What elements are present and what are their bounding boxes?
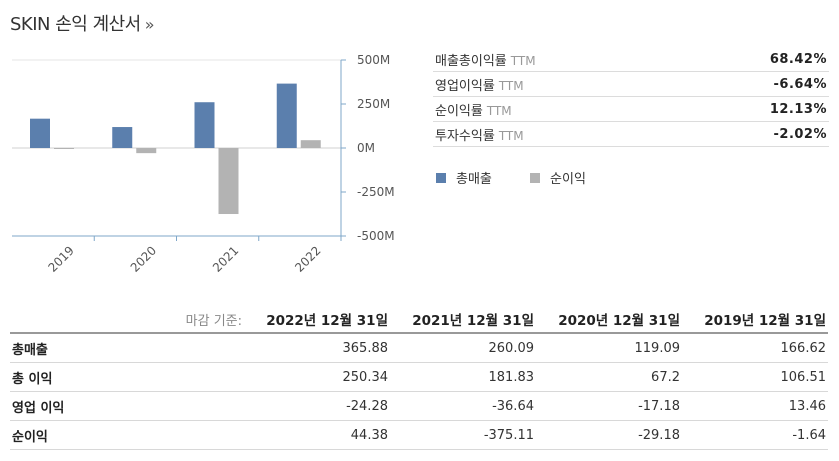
bar-revenue-2021 (194, 102, 215, 148)
ratio-label: 투자수익률 (435, 128, 495, 144)
cell: 67.2 (536, 362, 682, 392)
ratio-label: 영업이익률 (435, 78, 495, 94)
ratio-ttm: TTM (498, 128, 524, 143)
ratio-table: 매출총이익률 TTM 68.42% 영업이익률 TTM -6.64% 순이익률 TTM… (433, 47, 829, 147)
y-tick-label: -250M (357, 185, 395, 199)
row-label: 영업 이익 (10, 391, 244, 421)
legend-label: 순이익 (550, 172, 586, 187)
legend-swatch-net-income (530, 172, 541, 183)
x-tick-label: 2022 (292, 243, 323, 274)
table-row: 총매출 365.88 260.09 119.09 166.62 (10, 333, 828, 363)
ratio-value: 68.42% (682, 47, 829, 72)
more-link-icon[interactable]: » (144, 15, 155, 34)
row-label: 총 이익 (10, 362, 244, 392)
ratio-label: 순이익률 (435, 103, 483, 119)
y-tick-label: 0M (357, 141, 375, 155)
cell: -375.11 (390, 420, 536, 450)
cell: 250.34 (244, 362, 390, 392)
bar-net-income-2020 (136, 148, 157, 154)
legend-item-net-income: 순이익 (530, 168, 586, 187)
y-tick-label: -500M (357, 229, 395, 243)
ratio-row: 순이익률 TTM 12.13% (433, 96, 829, 122)
cell: -36.64 (390, 391, 536, 421)
page-title[interactable]: SKIN 손익 계산서» (10, 10, 155, 36)
cell: 181.83 (390, 362, 536, 392)
x-tick-label: 2021 (210, 243, 241, 274)
chart-legend: 총매출 순이익 (436, 168, 620, 187)
legend-label: 총매출 (456, 172, 492, 187)
ratio-value: 12.13% (682, 96, 829, 122)
cell: 260.09 (390, 333, 536, 363)
table-header-row: 마감 기준: 2022년 12월 31일 2021년 12월 31일 2020년… (10, 306, 828, 334)
cell: -1.64 (682, 420, 828, 450)
ratio-label: 매출총이익률 (435, 53, 507, 69)
row-label: 총매출 (10, 333, 244, 363)
cell: 119.09 (536, 333, 682, 363)
bar-revenue-2022 (276, 83, 297, 148)
legend-item-revenue: 총매출 (436, 168, 492, 187)
ratio-ttm: TTM (486, 103, 512, 118)
ratio-row: 매출총이익률 TTM 68.42% (433, 47, 829, 72)
cell: -17.18 (536, 391, 682, 421)
cell: 106.51 (682, 362, 828, 392)
legend-swatch-revenue (436, 172, 446, 183)
cell: 166.62 (682, 333, 828, 363)
page-title-text: SKIN 손익 계산서 (10, 14, 141, 35)
cell: -29.18 (536, 420, 682, 450)
ratio-value: -6.64% (682, 71, 829, 97)
x-tick-label: 2020 (128, 243, 159, 274)
income-statement-table: 마감 기준: 2022년 12월 31일 2021년 12월 31일 2020년… (10, 306, 828, 450)
y-tick-label: 250M (357, 97, 390, 111)
ratio-row: 영업이익률 TTM -6.64% (433, 71, 829, 97)
cell: 44.38 (244, 420, 390, 450)
basis-label: 마감 기준: (10, 306, 244, 334)
ratio-value: -2.02% (682, 121, 829, 147)
column-header: 2019년 12월 31일 (682, 306, 828, 334)
bar-net-income-2021 (218, 148, 239, 215)
income-bar-chart: 500M 250M 0M -250M -500M 2019 2020 2021 2022 (12, 53, 395, 275)
bar-revenue-2019 (30, 118, 50, 148)
bar-net-income-2019 (54, 148, 74, 149)
ratio-row: 투자수익률 TTM -2.02% (433, 121, 829, 147)
y-tick-label: 500M (357, 53, 390, 67)
row-label: 순이익 (10, 420, 244, 450)
column-header: 2022년 12월 31일 (244, 306, 390, 334)
cell: 13.46 (682, 391, 828, 421)
ratio-ttm: TTM (510, 53, 536, 68)
bar-revenue-2020 (112, 127, 133, 148)
table-row: 영업 이익 -24.28 -36.64 -17.18 13.46 (10, 391, 828, 421)
column-header: 2021년 12월 31일 (390, 306, 536, 334)
x-tick-label: 2019 (45, 243, 76, 274)
table-row: 순이익 44.38 -375.11 -29.18 -1.64 (10, 420, 828, 450)
column-header: 2020년 12월 31일 (536, 306, 682, 334)
cell: -24.28 (244, 391, 390, 421)
cell: 365.88 (244, 333, 390, 363)
ratio-ttm: TTM (498, 78, 524, 93)
bar-net-income-2022 (300, 140, 321, 148)
table-row: 총 이익 250.34 181.83 67.2 106.51 (10, 362, 828, 392)
